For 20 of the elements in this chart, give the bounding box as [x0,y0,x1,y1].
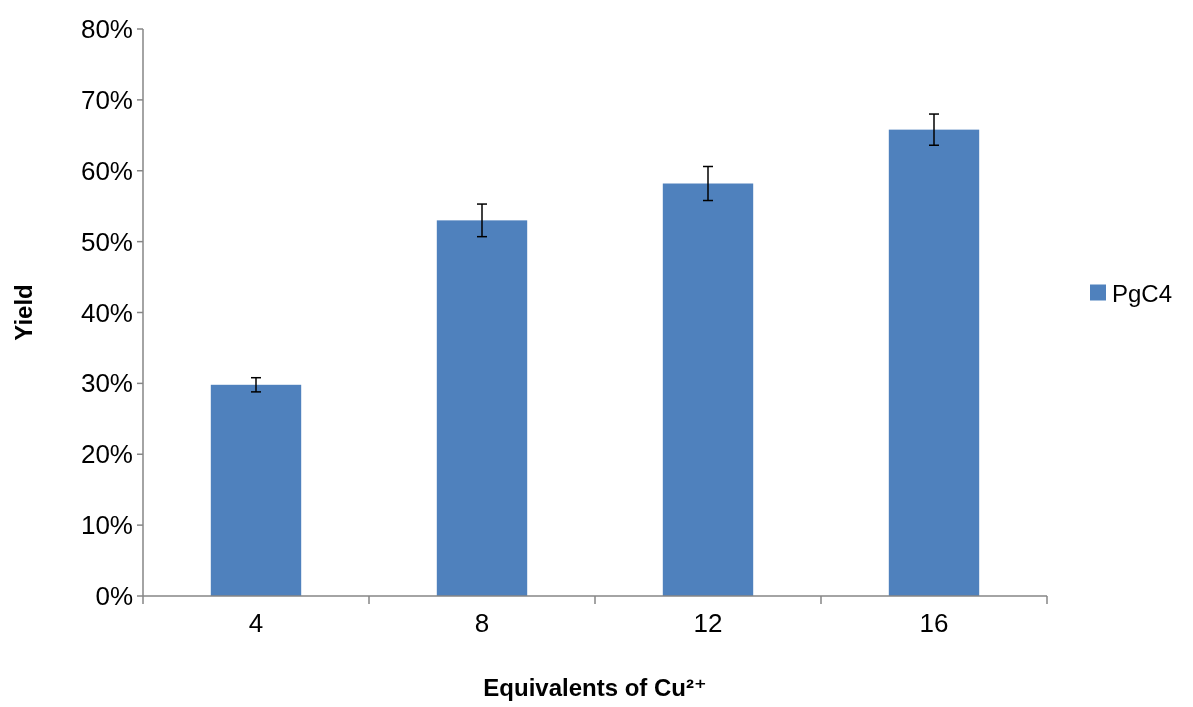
bar [436,220,528,596]
y-tick-label: 50% [80,226,133,257]
y-tick-label: 40% [80,297,133,328]
y-axis-title: Yield [10,284,37,341]
y-tick-label: 70% [80,84,133,115]
y-tick-label: 30% [80,368,133,399]
bar [888,129,980,596]
bar [662,183,754,596]
y-tick-label: 80% [80,14,133,45]
y-tick-label: 20% [80,439,133,470]
y-tick-label: 10% [80,510,133,541]
x-tick-label: 8 [474,608,490,638]
x-tick-label: 16 [919,608,949,638]
legend-label: PgC4 [1112,279,1173,307]
y-tick-label: 0% [95,581,133,612]
x-tick-label: 4 [248,608,264,638]
y-tick-label: 60% [80,155,133,186]
x-tick-label: 12 [693,608,723,638]
bar [210,384,302,596]
x-axis-title: Equivalents of Cu²⁺ [483,674,707,701]
